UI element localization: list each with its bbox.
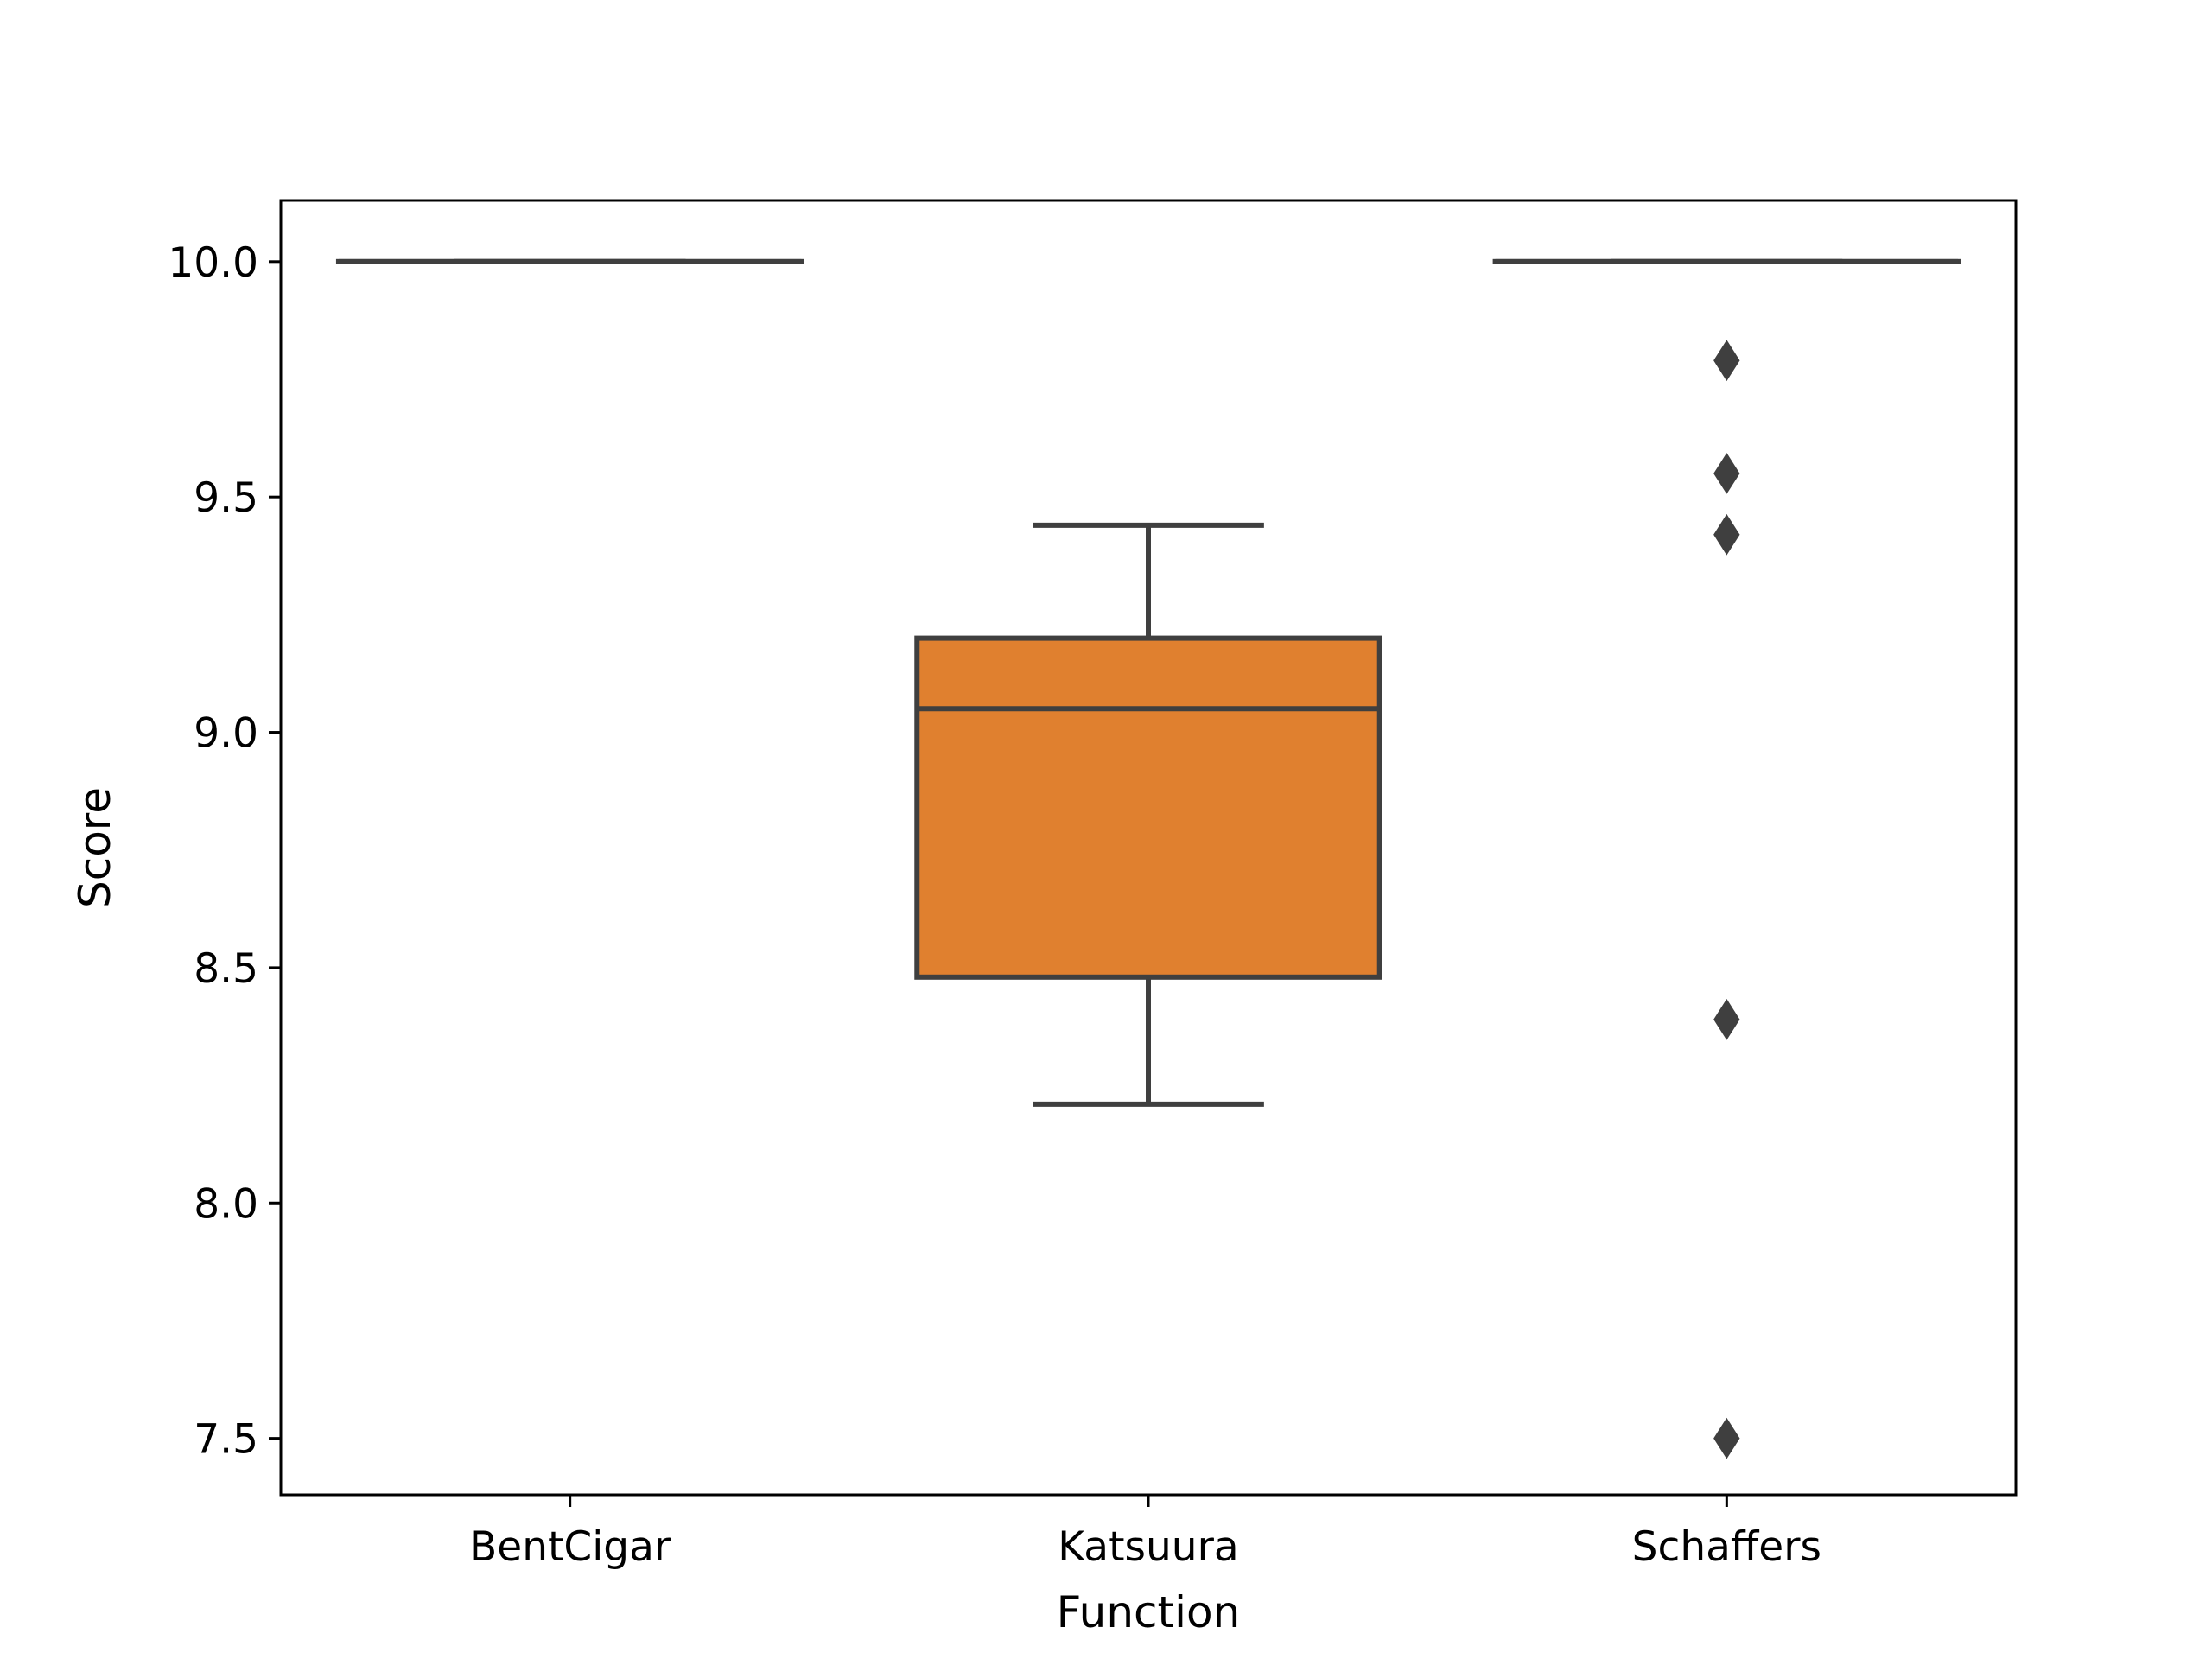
y-tick-label: 9.0: [194, 710, 258, 758]
x-axis-title: Function: [1057, 1587, 1241, 1637]
x-tick-label: BentCigar: [469, 1523, 671, 1571]
y-tick-label: 8.5: [194, 945, 258, 993]
y-tick-label: 7.5: [194, 1416, 258, 1464]
y-tick-label: 10.0: [168, 239, 258, 287]
outlier-point: [1713, 513, 1740, 556]
x-tick-label: Katsuura: [1058, 1523, 1238, 1571]
outlier-point: [1713, 1417, 1740, 1459]
box-iqr: [914, 635, 1382, 980]
y-axis-title: Score: [70, 787, 120, 908]
boxes-layer: [335, 258, 1961, 1459]
box-group: [914, 522, 1382, 1107]
y-tick-label: 8.0: [194, 1180, 258, 1228]
x-axis: BentCigar Katsuura Schaffers: [469, 1495, 1821, 1571]
y-axis: 7.5 8.0 8.5 9.0 9.5 10.0: [168, 239, 281, 1464]
box-group: [1492, 258, 1961, 1459]
outlier-point: [1713, 340, 1740, 382]
outlier-point: [1713, 453, 1740, 494]
y-tick-label: 9.5: [194, 474, 258, 522]
x-tick-label: Schaffers: [1632, 1523, 1821, 1571]
outlier-point: [1713, 998, 1740, 1040]
